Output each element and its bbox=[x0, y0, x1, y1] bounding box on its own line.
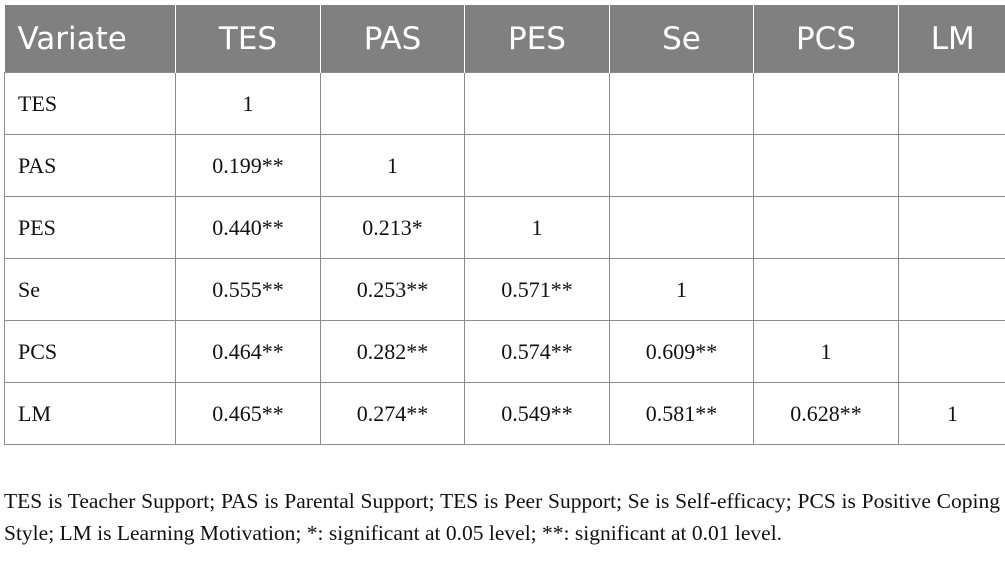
table-cell: 0.253** bbox=[320, 258, 465, 321]
table-cell: 0.440** bbox=[175, 196, 321, 259]
header-cell-se: Se bbox=[609, 5, 754, 73]
header-cell-pas: PAS bbox=[320, 5, 465, 73]
table-cell: 0.581** bbox=[609, 382, 754, 445]
table-cell bbox=[898, 196, 1005, 259]
table-cell: 0.628** bbox=[753, 382, 899, 445]
header-cell-pcs: PCS bbox=[753, 5, 899, 73]
table-cell: 1 bbox=[753, 320, 899, 383]
row-label-cell: LM bbox=[4, 382, 176, 445]
table-cell: 1 bbox=[175, 72, 321, 135]
header-row: Variate TES PAS PES Se PCS LM bbox=[4, 5, 1005, 73]
table-cell bbox=[320, 72, 465, 135]
table-row: PAS 0.199** 1 bbox=[4, 134, 1005, 197]
header-cell-lm: LM bbox=[898, 5, 1005, 73]
table-row: PES 0.440** 0.213* 1 bbox=[4, 196, 1005, 259]
table-cell bbox=[609, 134, 754, 197]
header-cell-variate: Variate bbox=[4, 5, 176, 73]
table-cell: 0.464** bbox=[175, 320, 321, 383]
table-cell: 0.555** bbox=[175, 258, 321, 321]
table-row: Se 0.555** 0.253** 0.571** 1 bbox=[4, 258, 1005, 321]
table-cell bbox=[898, 258, 1005, 321]
row-label-cell: PCS bbox=[4, 320, 176, 383]
table-cell bbox=[753, 258, 899, 321]
header-cell-pes: PES bbox=[464, 5, 610, 73]
table-cell: 0.609** bbox=[609, 320, 754, 383]
table-cell: 0.571** bbox=[464, 258, 610, 321]
table-footnote: TES is Teacher Support; PAS is Parental … bbox=[4, 488, 1000, 545]
table-row: TES 1 bbox=[4, 72, 1005, 135]
table-cell bbox=[898, 134, 1005, 197]
table-row: LM 0.465** 0.274** 0.549** 0.581** 0.628… bbox=[4, 382, 1005, 445]
table-row: PCS 0.464** 0.282** 0.574** 0.609** 1 bbox=[4, 320, 1005, 383]
table-cell: 0.282** bbox=[320, 320, 465, 383]
correlation-table: Variate TES PAS PES Se PCS LM TES 1 PAS bbox=[4, 5, 1005, 445]
table-cell: 1 bbox=[464, 196, 610, 259]
table-cell bbox=[753, 196, 899, 259]
table-cell bbox=[753, 72, 899, 135]
table-cell: 1 bbox=[609, 258, 754, 321]
table-cell bbox=[898, 320, 1005, 383]
table-cell: 0.549** bbox=[464, 382, 610, 445]
table-cell: 0.574** bbox=[464, 320, 610, 383]
row-label-cell: PES bbox=[4, 196, 176, 259]
table-cell: 0.213* bbox=[320, 196, 465, 259]
table-cell: 0.274** bbox=[320, 382, 465, 445]
table-cell: 0.199** bbox=[175, 134, 321, 197]
row-label-cell: PAS bbox=[4, 134, 176, 197]
table-cell bbox=[753, 134, 899, 197]
header-cell-tes: TES bbox=[175, 5, 321, 73]
table-cell bbox=[898, 72, 1005, 135]
correlation-table-container: Variate TES PAS PES Se PCS LM TES 1 PAS bbox=[4, 5, 1005, 445]
table-cell: 1 bbox=[898, 382, 1005, 445]
table-cell: 0.465** bbox=[175, 382, 321, 445]
row-label-cell: TES bbox=[4, 72, 176, 135]
row-label-cell: Se bbox=[4, 258, 176, 321]
table-cell bbox=[464, 72, 610, 135]
table-cell bbox=[609, 72, 754, 135]
table-cell: 1 bbox=[320, 134, 465, 197]
table-cell bbox=[464, 134, 610, 197]
table-cell bbox=[609, 196, 754, 259]
